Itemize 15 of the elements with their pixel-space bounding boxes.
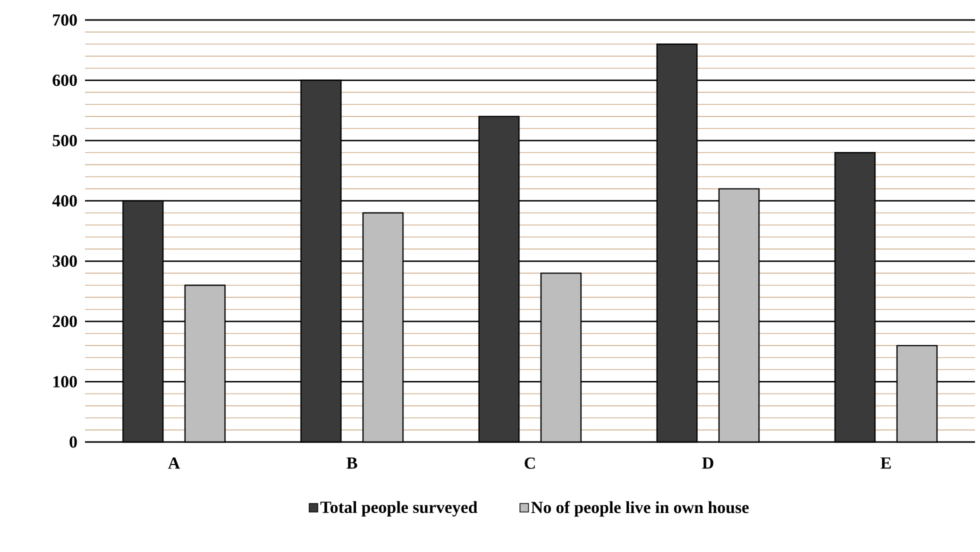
y-tick-label: 300 <box>52 255 77 267</box>
x-tick-label: B <box>346 457 358 469</box>
y-tick-label: 100 <box>53 376 77 388</box>
x-tick-label: D <box>702 457 714 469</box>
x-tick-label: E <box>880 457 891 469</box>
y-tick-label: 200 <box>52 316 77 328</box>
legend-label: No of people live in own house <box>531 501 749 517</box>
x-tick-label: A <box>168 457 180 469</box>
y-tick-label: 500 <box>52 134 77 146</box>
legend-label: Total people surveyed <box>320 501 478 517</box>
x-tick-label: C <box>524 457 535 469</box>
y-tick-label: 0 <box>70 436 77 448</box>
y-tick-label: 400 <box>52 195 77 207</box>
y-tick-label: 700 <box>53 14 77 26</box>
y-tick-label: 600 <box>52 74 77 86</box>
